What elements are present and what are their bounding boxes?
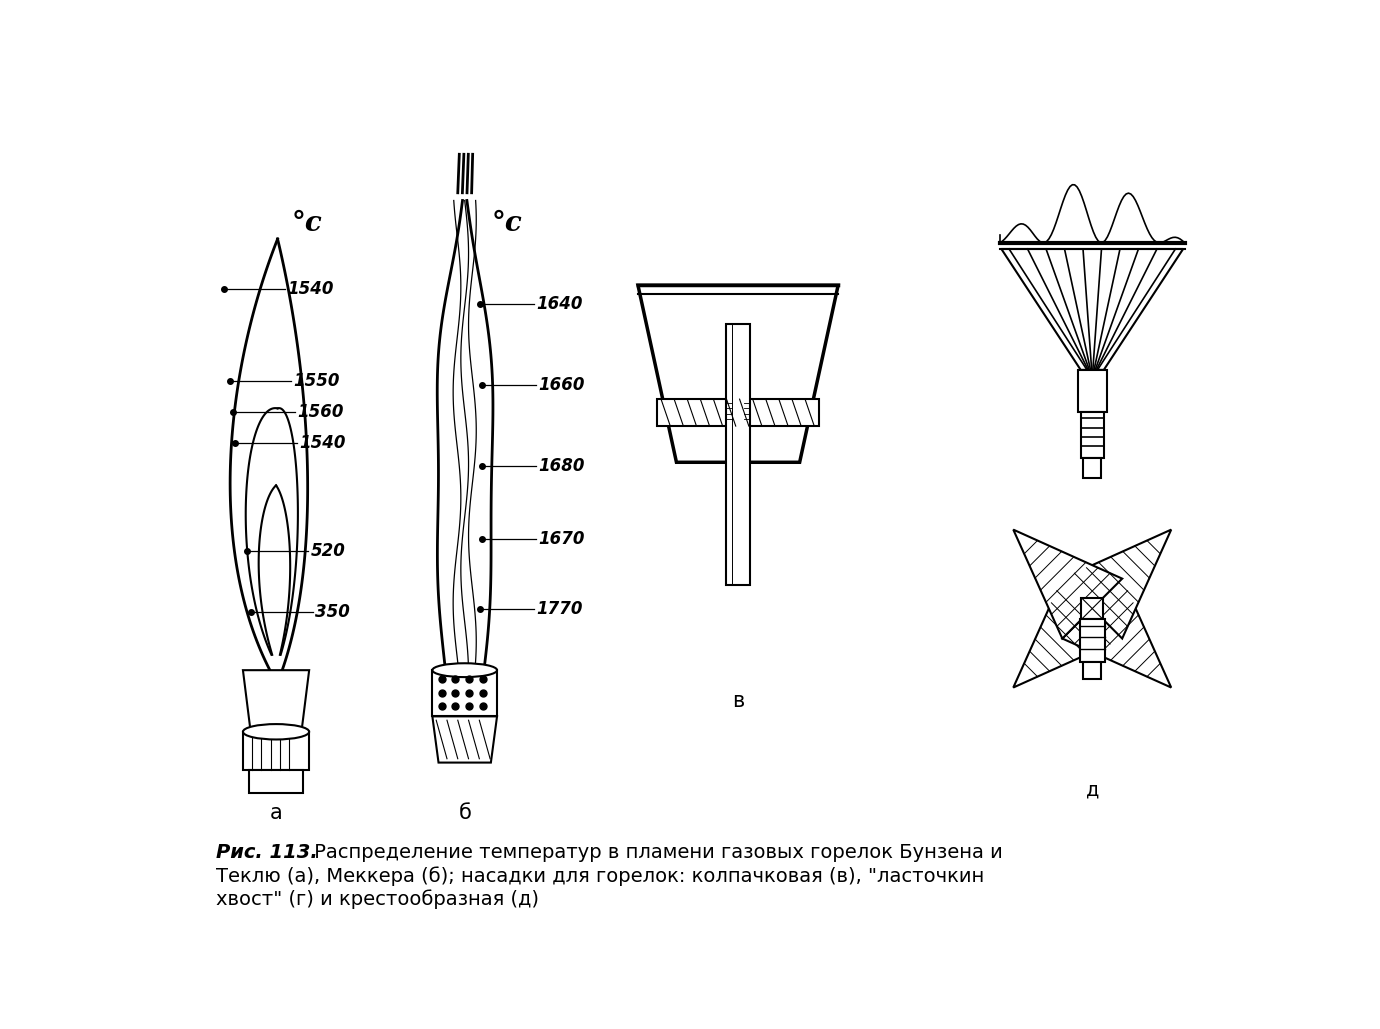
FancyBboxPatch shape <box>657 399 818 426</box>
Polygon shape <box>1063 578 1172 687</box>
Text: Теклю (а), Меккера (б); насадки для горелок: колпачковая (в), "ласточкин: Теклю (а), Меккера (б); насадки для горе… <box>217 866 984 886</box>
Text: 1770: 1770 <box>537 600 582 617</box>
FancyBboxPatch shape <box>432 670 497 716</box>
Text: 1550: 1550 <box>294 372 341 390</box>
Polygon shape <box>243 670 309 732</box>
Text: 1540: 1540 <box>287 280 334 298</box>
FancyBboxPatch shape <box>726 324 751 586</box>
FancyBboxPatch shape <box>1078 369 1107 413</box>
Text: Рис. 113.: Рис. 113. <box>217 844 317 862</box>
FancyBboxPatch shape <box>1083 459 1101 477</box>
Text: в: в <box>731 691 744 711</box>
FancyBboxPatch shape <box>1082 598 1103 619</box>
Text: г: г <box>1087 461 1097 480</box>
Polygon shape <box>1013 578 1122 687</box>
Polygon shape <box>1013 530 1122 639</box>
FancyBboxPatch shape <box>1083 662 1101 679</box>
Text: хвост" (г) и крестообразная (д): хвост" (г) и крестообразная (д) <box>217 890 540 910</box>
Text: Распределение температур в пламени газовых горелок Бунзена и: Распределение температур в пламени газов… <box>308 844 1003 862</box>
Text: 1680: 1680 <box>538 457 584 475</box>
Text: 350: 350 <box>315 603 351 622</box>
Text: 520: 520 <box>310 542 345 560</box>
Text: 1660: 1660 <box>538 377 584 394</box>
Polygon shape <box>432 716 497 762</box>
Polygon shape <box>1000 185 1184 243</box>
Text: д: д <box>1086 780 1098 800</box>
Text: 1640: 1640 <box>537 295 582 314</box>
Polygon shape <box>1002 249 1183 369</box>
FancyBboxPatch shape <box>250 771 304 793</box>
Ellipse shape <box>243 724 309 740</box>
Text: 1670: 1670 <box>538 530 584 548</box>
Polygon shape <box>1063 530 1172 639</box>
Text: 1560: 1560 <box>297 403 344 421</box>
Polygon shape <box>230 239 308 670</box>
Text: а: а <box>269 803 283 822</box>
FancyBboxPatch shape <box>243 732 309 771</box>
Text: °c: °c <box>291 210 322 237</box>
Text: °c: °c <box>491 210 523 237</box>
Text: б: б <box>458 803 471 822</box>
Ellipse shape <box>432 664 497 677</box>
FancyBboxPatch shape <box>1081 413 1104 459</box>
FancyBboxPatch shape <box>1081 619 1104 662</box>
Text: 1540: 1540 <box>299 434 345 452</box>
Polygon shape <box>437 201 493 670</box>
Polygon shape <box>638 285 838 462</box>
